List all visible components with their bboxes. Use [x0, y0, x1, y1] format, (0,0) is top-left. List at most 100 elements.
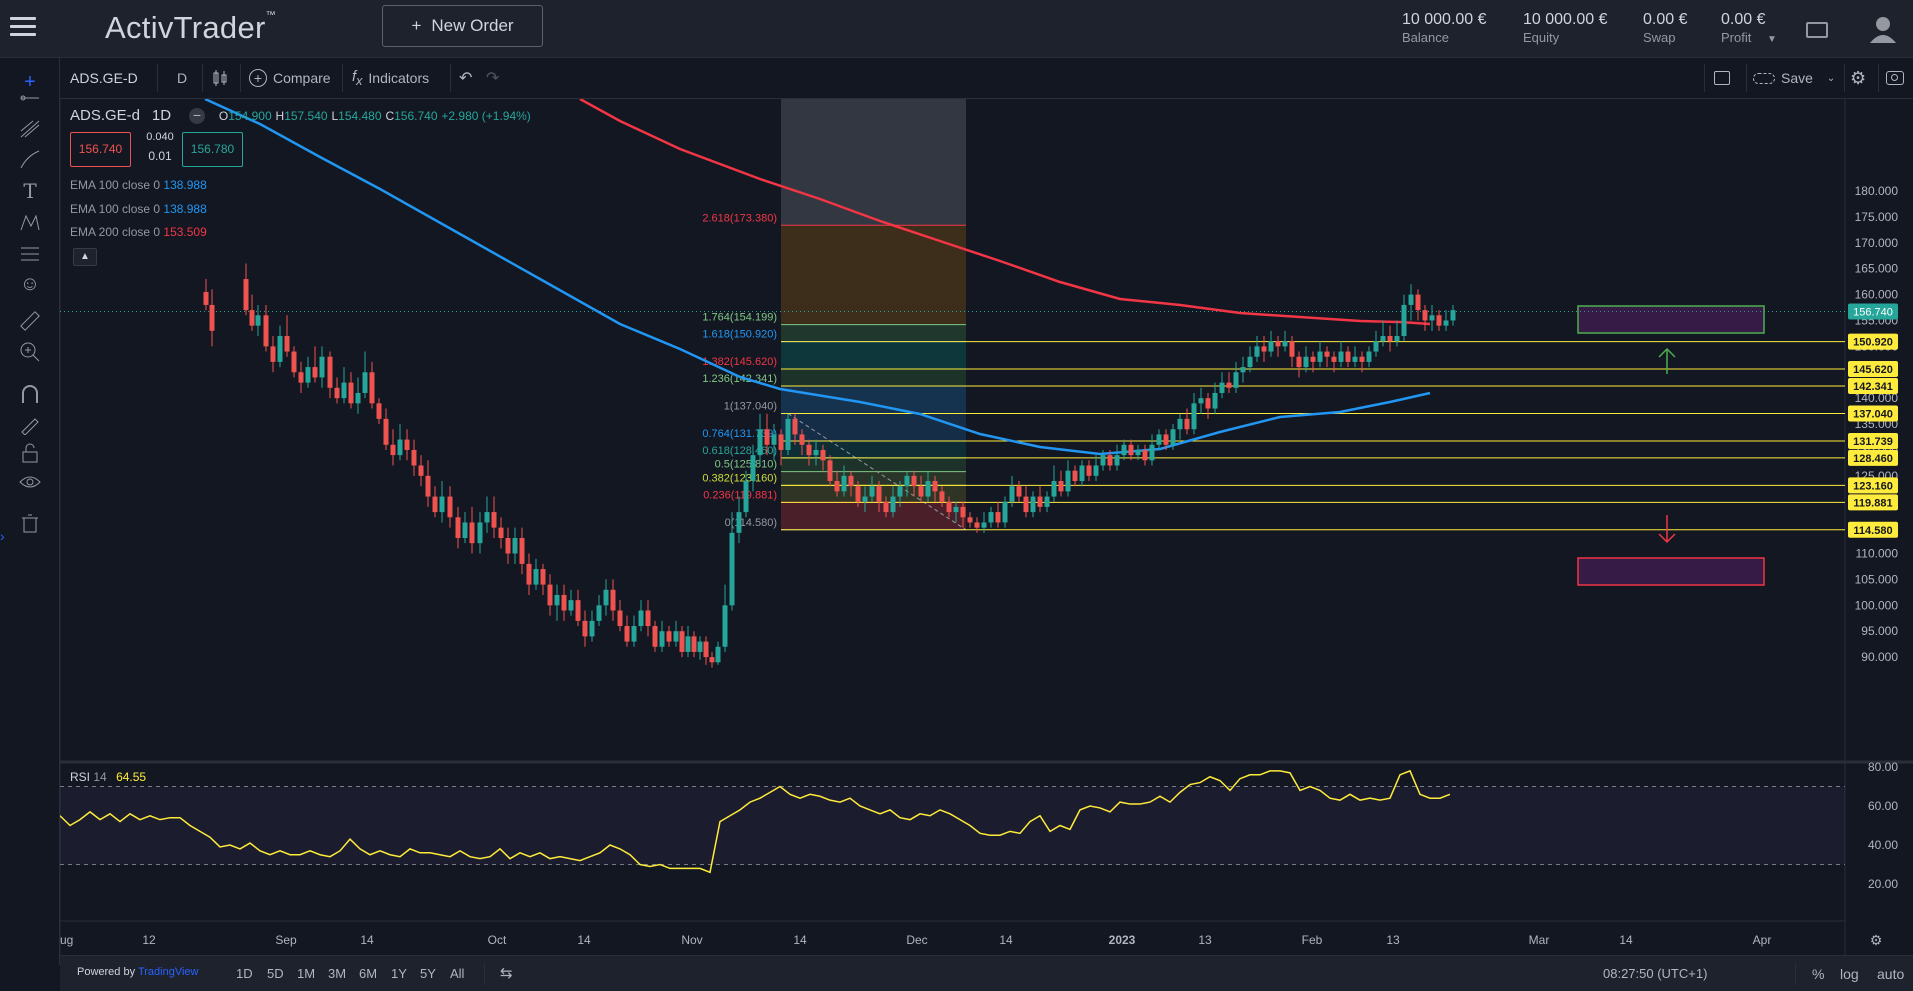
- price-tick: 105.000: [1855, 572, 1899, 586]
- log-toggle[interactable]: log: [1840, 966, 1859, 982]
- magnet-icon[interactable]: [17, 381, 43, 407]
- candle-body: [596, 605, 602, 621]
- candle-body: [390, 444, 396, 456]
- candle-body: [1387, 336, 1393, 342]
- candle-body: [484, 512, 490, 523]
- time-tick: ug: [60, 933, 73, 947]
- zoom-icon[interactable]: [17, 339, 43, 365]
- interval-button[interactable]: D: [177, 70, 188, 86]
- candle-body: [243, 279, 249, 311]
- symbol-search[interactable]: ADS.GE-D: [70, 70, 138, 86]
- sell-button[interactable]: 156.740: [70, 132, 131, 167]
- new-order-button[interactable]: + New Order: [382, 5, 543, 47]
- candle-body: [1268, 341, 1274, 352]
- ruler-icon[interactable]: [17, 308, 43, 334]
- price-label: 142.341: [1853, 381, 1893, 393]
- pattern-icon[interactable]: [17, 210, 43, 236]
- profit[interactable]: 0.00 € Profit ▼: [1721, 11, 1777, 45]
- buy-button[interactable]: 156.780: [182, 132, 243, 167]
- ema-100-line: [204, 99, 1431, 456]
- range-1y[interactable]: 1Y: [391, 966, 407, 981]
- date-range-icon[interactable]: ⇆: [500, 965, 513, 982]
- fork-icon[interactable]: [17, 115, 43, 141]
- range-5y[interactable]: 5Y: [420, 966, 436, 981]
- prediction-icon[interactable]: [17, 241, 43, 267]
- trash-icon[interactable]: [17, 510, 43, 536]
- range-6m[interactable]: 6M: [359, 966, 378, 981]
- candle-body: [974, 522, 980, 528]
- candle-body: [1163, 434, 1169, 445]
- study-ema-3: EMA 200 close 0 153.509: [70, 225, 207, 239]
- compare-button[interactable]: + Compare: [249, 58, 331, 98]
- crosshair-icon[interactable]: +: [24, 70, 36, 93]
- candle-body: [327, 356, 333, 388]
- range-all[interactable]: All: [450, 966, 465, 981]
- clock[interactable]: 08:27:50 (UTC+1): [1603, 966, 1708, 981]
- candle-body: [806, 444, 812, 456]
- candle-body: [561, 594, 567, 611]
- candle-body: [249, 310, 255, 326]
- percent-toggle[interactable]: %: [1812, 966, 1825, 982]
- text-icon[interactable]: T: [23, 179, 37, 203]
- price-tick: 175.000: [1855, 210, 1899, 224]
- candle-body: [491, 512, 497, 528]
- eye-icon[interactable]: [17, 469, 43, 495]
- long-target-zone: [1577, 305, 1765, 334]
- spread: 0.01: [148, 149, 172, 163]
- chevron-up-icon[interactable]: ▲: [73, 248, 97, 266]
- candle-body: [305, 367, 311, 383]
- avatar-icon[interactable]: [1870, 15, 1896, 43]
- candle-body: [1359, 356, 1365, 362]
- candle-body: [883, 501, 889, 513]
- redo-icon[interactable]: ↷: [486, 70, 500, 87]
- candle-body: [1443, 320, 1449, 326]
- emoji-icon[interactable]: ☺: [19, 272, 41, 295]
- save-button[interactable]: Save ⌄: [1753, 58, 1835, 98]
- candle-body: [757, 429, 763, 456]
- chart-type-button[interactable]: [211, 58, 229, 98]
- top-bar: ActivTrader™ + New Order 10 000.00 € Balan…: [0, 0, 1913, 58]
- lock-drawing-icon[interactable]: [17, 411, 43, 437]
- range-1m[interactable]: 1M: [297, 966, 316, 981]
- indicators-button[interactable]: fx Indicators: [352, 68, 430, 88]
- candle-body: [1380, 336, 1386, 342]
- mail-icon[interactable]: [1806, 22, 1828, 38]
- candle-body: [1002, 501, 1008, 523]
- chevron-down-icon: ⌄: [1826, 72, 1836, 84]
- time-tick: Oct: [488, 933, 507, 947]
- equity: 10 000.00 € Equity: [1523, 11, 1608, 45]
- range-1d[interactable]: 1D: [236, 966, 253, 981]
- chevron-right-icon[interactable]: ›: [0, 528, 5, 544]
- candle-body: [291, 351, 297, 373]
- tradingview-link[interactable]: TradingView: [137, 966, 199, 978]
- auto-toggle[interactable]: auto: [1877, 966, 1905, 982]
- candle-body: [1107, 455, 1113, 466]
- candle-body: [685, 636, 691, 652]
- price-tick: 100.000: [1855, 598, 1899, 612]
- brush-icon[interactable]: [17, 146, 43, 172]
- fullscreen-icon[interactable]: [1714, 58, 1730, 98]
- time-tick: 2023: [1109, 933, 1136, 947]
- candle-body: [1058, 481, 1064, 492]
- camera-icon[interactable]: [1886, 58, 1904, 98]
- candle-body: [477, 522, 483, 544]
- candle-body: [939, 491, 945, 502]
- rsi-line: [60, 769, 1451, 874]
- range-5d[interactable]: 5D: [267, 966, 284, 981]
- lock-icon[interactable]: [17, 440, 43, 466]
- time-tick: 13: [1198, 933, 1212, 947]
- candle-body: [1366, 351, 1372, 362]
- chart-canvas[interactable]: 2.618(173.380) 1.764(154.199) 1.618(150.92…: [60, 99, 1913, 955]
- collapse-icon[interactable]: −: [189, 108, 205, 125]
- balance: 10 000.00 € Balance: [1402, 11, 1487, 45]
- range-3m[interactable]: 3M: [328, 966, 347, 981]
- trendline-icon[interactable]: [17, 84, 43, 110]
- undo-icon[interactable]: ↶: [459, 70, 473, 87]
- candle-body: [319, 356, 325, 378]
- candle-body: [519, 537, 525, 564]
- candle-body: [1394, 336, 1400, 342]
- rsi-tick: 60.00: [1868, 799, 1898, 813]
- gear-icon[interactable]: ⚙: [1850, 67, 1867, 88]
- candle-body: [1219, 382, 1225, 393]
- menu-icon[interactable]: [10, 17, 36, 39]
